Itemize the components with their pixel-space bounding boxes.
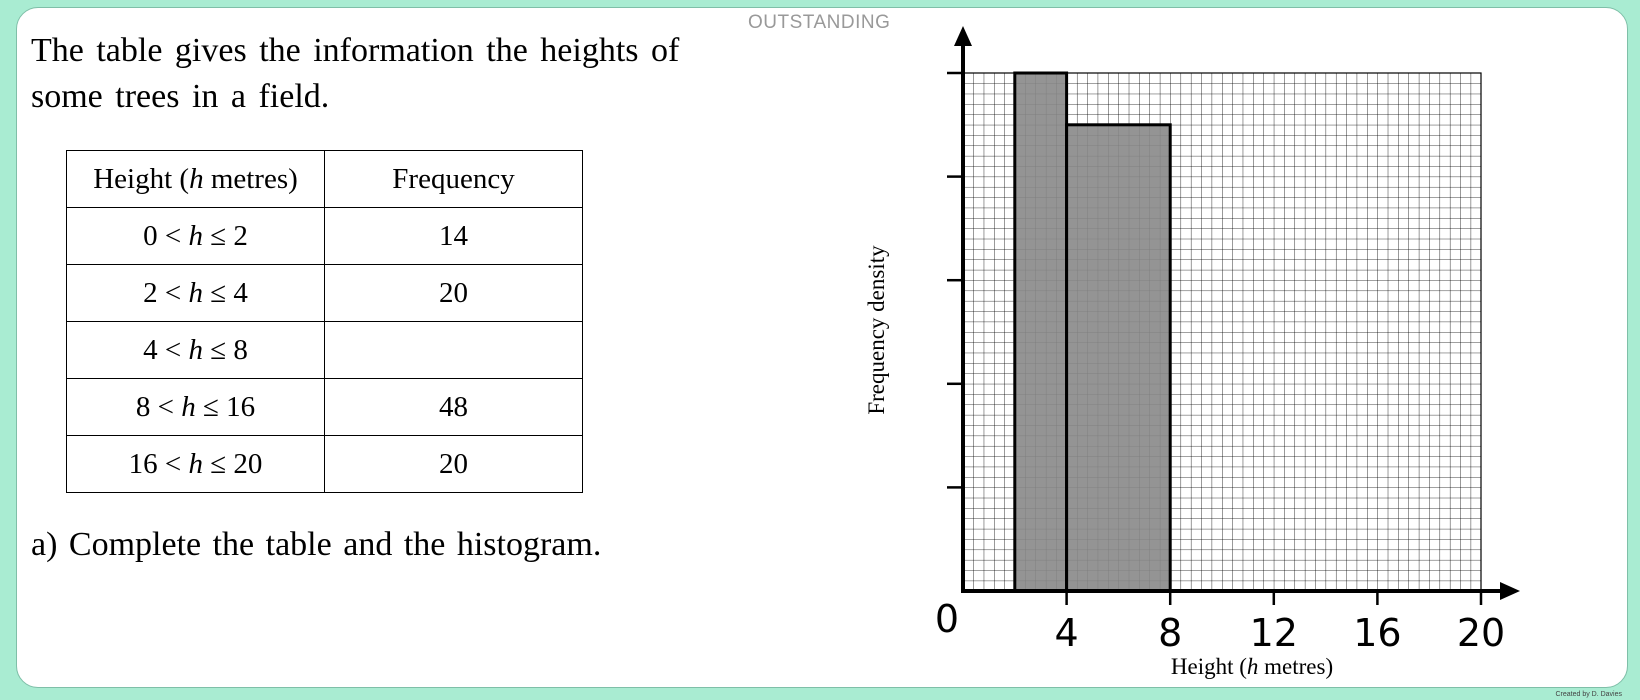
x-tick-label: 8 (1158, 611, 1182, 655)
bar (1013, 71, 1069, 593)
question-part: a) Complete the table and the histogram. (31, 526, 602, 563)
table-cell (324, 321, 583, 379)
x-tick-label: 12 (1250, 611, 1298, 655)
x-arrow (1500, 582, 1520, 600)
table-cell: 48 (324, 378, 583, 436)
x-tick-label: 0 (935, 597, 959, 641)
table-cell: 0 < h ≤ 2 (66, 207, 325, 265)
table-cell: 20 (324, 435, 583, 493)
header-cell: Frequency (324, 150, 583, 208)
table-cell: 20 (324, 264, 583, 322)
table-cell: 14 (324, 207, 583, 265)
y-axis-label: Frequency density (864, 245, 889, 415)
table-cell: 16 < h ≤ 20 (66, 435, 325, 493)
question-intro: The table gives the information the heig… (31, 32, 680, 115)
y-arrow (954, 26, 972, 46)
x-axis-label: Height (h metres) (1171, 654, 1333, 679)
header-cell: Height (h metres) (66, 150, 325, 208)
badge: OUTSTANDING (748, 12, 891, 33)
x-tick-label: 16 (1353, 611, 1401, 655)
credit: Created by D. Davies (1555, 691, 1622, 698)
x-tick-label: 20 (1457, 611, 1505, 655)
table-cell: 2 < h ≤ 4 (66, 264, 325, 322)
bar (1065, 123, 1172, 593)
x-tick-label: 4 (1055, 611, 1079, 655)
table: Height (h metres) Frequency 0 < h ≤ 2 14 2 … (66, 150, 583, 493)
